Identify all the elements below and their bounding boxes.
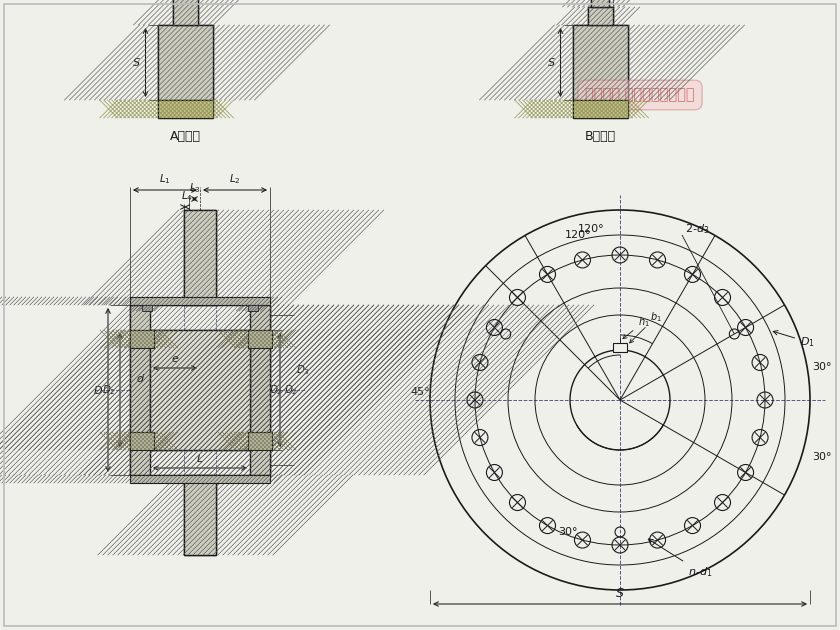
Bar xyxy=(142,305,152,311)
Text: $D_2$: $D_2$ xyxy=(102,383,116,397)
Text: $D$: $D$ xyxy=(93,384,103,396)
Bar xyxy=(613,343,627,352)
Text: $n$-$d_1$: $n$-$d_1$ xyxy=(648,539,712,579)
Text: $e$: $e$ xyxy=(171,354,179,364)
Bar xyxy=(184,475,216,555)
Bar xyxy=(172,0,197,25)
Text: 120°: 120° xyxy=(578,224,605,234)
Text: 30°: 30° xyxy=(558,527,578,537)
Text: A型结构: A型结构 xyxy=(170,130,201,143)
Bar xyxy=(248,432,272,450)
Bar xyxy=(130,330,154,348)
Bar xyxy=(130,432,154,450)
Text: $D_2$: $D_2$ xyxy=(284,383,298,397)
Bar xyxy=(150,330,250,450)
Bar xyxy=(250,305,270,475)
Bar xyxy=(158,100,213,118)
Text: $D_2$: $D_2$ xyxy=(269,383,283,397)
Text: 45°: 45° xyxy=(410,387,429,397)
Text: 版权所有 侵权必被严厉追究: 版权所有 侵权必被严厉追究 xyxy=(585,88,695,103)
Bar xyxy=(587,7,612,25)
Text: $L_1$: $L_1$ xyxy=(159,172,171,186)
Bar xyxy=(130,305,150,475)
Text: $D_3$: $D_3$ xyxy=(296,363,310,377)
Text: 120°: 120° xyxy=(565,230,591,240)
Text: 30°: 30° xyxy=(812,362,832,372)
Text: B型结构: B型结构 xyxy=(585,130,616,143)
Text: $b_1$: $b_1$ xyxy=(630,310,662,343)
Text: $L_3$: $L_3$ xyxy=(188,181,201,195)
Bar xyxy=(130,475,270,483)
Text: S: S xyxy=(549,57,555,67)
Text: 30°: 30° xyxy=(812,452,832,462)
Text: $h_1$: $h_1$ xyxy=(623,315,650,339)
Text: $2$-$d_3$: $2$-$d_3$ xyxy=(685,222,710,236)
Text: $d$: $d$ xyxy=(136,372,145,384)
Bar xyxy=(248,305,258,311)
Text: S: S xyxy=(616,587,624,600)
Bar xyxy=(573,25,627,100)
Bar xyxy=(158,25,213,100)
Bar xyxy=(130,297,270,305)
Text: $L$: $L$ xyxy=(197,452,204,464)
Bar xyxy=(248,330,272,348)
Text: $D_1$: $D_1$ xyxy=(774,331,815,349)
Text: S: S xyxy=(134,57,140,67)
Bar xyxy=(591,0,609,7)
Text: $L_4$: $L_4$ xyxy=(181,189,192,203)
Bar xyxy=(184,210,216,305)
Text: $L_2$: $L_2$ xyxy=(229,172,241,186)
Bar xyxy=(573,100,627,118)
